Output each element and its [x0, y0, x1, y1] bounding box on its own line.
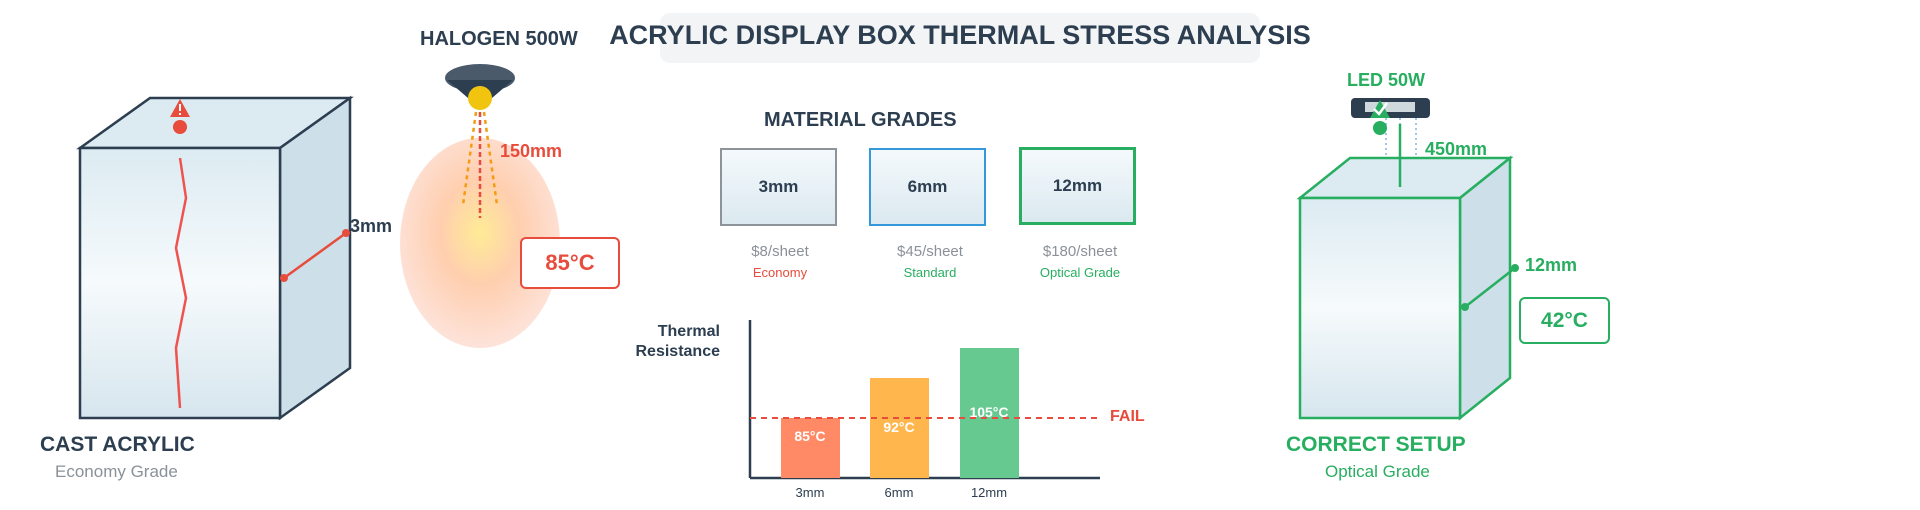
cast-acrylic-label: CAST ACRYLIC	[40, 433, 195, 456]
title-background	[660, 13, 1260, 63]
led-lamp-icon	[1351, 98, 1430, 175]
grade-card-3mm: 3mm	[720, 148, 837, 226]
left-temperature-badge: 85°C	[520, 237, 620, 289]
grade-tier: Standard	[903, 265, 957, 280]
halogen-distance-label: 150mm	[500, 141, 563, 161]
bar-value-label: 85°C	[794, 428, 826, 444]
grade-card-6mm: 6mm	[869, 148, 986, 226]
grade-thickness: 6mm	[907, 177, 948, 196]
grade-price: $8/sheet	[751, 243, 809, 260]
cast-acrylic-box	[76, 95, 354, 421]
halogen-lamp-icon	[445, 64, 515, 218]
x-tick-label: 6mm	[884, 485, 914, 500]
grade-tier: Optical Grade	[1039, 265, 1121, 280]
fail-threshold-label: FAIL	[1110, 408, 1145, 425]
grade-thickness: 3mm	[758, 177, 799, 196]
x-tick-label: 12mm	[970, 485, 1008, 500]
bar-12mm	[960, 348, 1019, 478]
bar-3mm	[781, 418, 840, 478]
correct-setup-label: CORRECT SETUP	[1286, 433, 1466, 456]
page-title: ACRYLIC DISPLAY BOX THERMAL STRESS ANALY…	[609, 20, 1311, 50]
correct-setup-box	[1296, 124, 1519, 421]
bar-6mm	[870, 378, 929, 478]
grade-thickness: 12mm	[1052, 176, 1103, 195]
left-thickness-label: 3mm	[350, 216, 393, 236]
grade-tier: Economy	[752, 265, 808, 280]
economy-grade-label: Economy Grade	[55, 462, 178, 481]
halogen-heat-zone	[400, 138, 560, 348]
led-distance-label: 450mm	[1425, 139, 1488, 159]
led-lamp-label: LED 50W	[1347, 70, 1426, 90]
material-grades-title: MATERIAL GRADES	[764, 109, 957, 131]
warning-icon	[170, 99, 190, 134]
grade-card-12mm: 12mm	[1019, 147, 1136, 225]
grade-price: $180/sheet	[1042, 243, 1118, 260]
x-tick-label: 3mm	[795, 485, 825, 500]
optical-grade-label: Optical Grade	[1325, 462, 1430, 481]
crack-line	[174, 157, 188, 409]
bar-value-label: 105°C	[969, 404, 1009, 420]
grade-price: $45/sheet	[897, 243, 963, 260]
right-temperature-badge: 42°C	[1519, 297, 1610, 344]
thermal-resistance-chart	[748, 320, 1100, 480]
checkmark-icon	[1370, 100, 1390, 135]
chart-y-axis-label: Thermal Resistance	[635, 323, 721, 360]
bar-value-label: 92°C	[883, 419, 915, 435]
right-thickness-label: 12mm	[1525, 255, 1578, 275]
halogen-lamp-label: HALOGEN 500W	[420, 28, 578, 50]
